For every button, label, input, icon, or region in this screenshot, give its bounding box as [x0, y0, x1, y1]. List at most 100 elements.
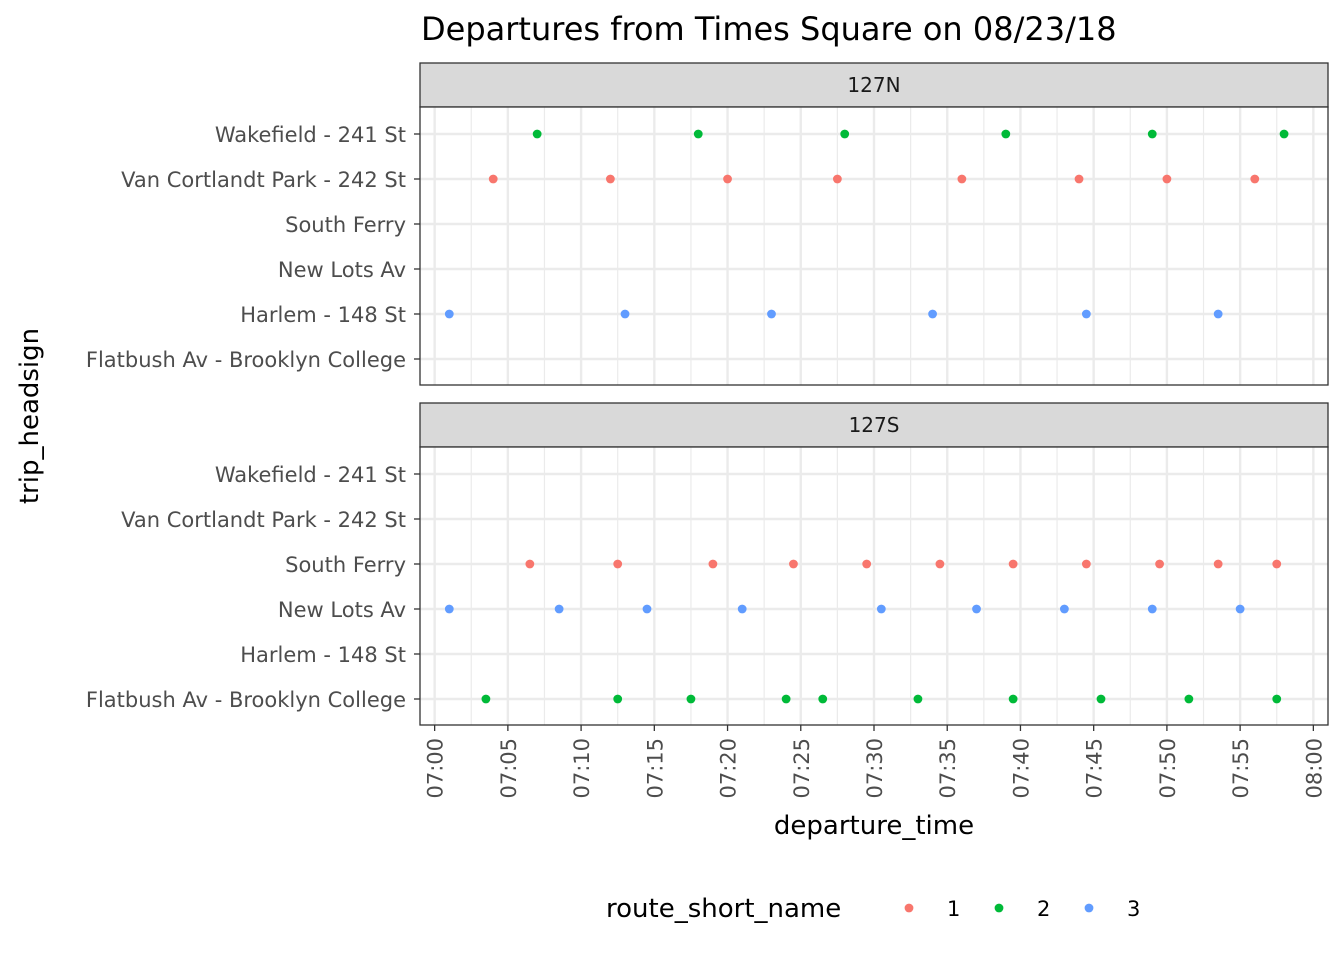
x-tick-label: 07:35	[936, 738, 960, 799]
point-route-1	[862, 559, 872, 569]
legend-key	[904, 903, 914, 913]
point-route-2	[1096, 694, 1106, 704]
point-route-2	[693, 129, 703, 139]
point-route-3	[1235, 604, 1245, 614]
point-route-1	[605, 174, 615, 184]
panels: 127N Wakefield - 241 St Van Cortlandt Park…	[86, 62, 1329, 726]
point-route-1	[789, 559, 798, 569]
point-route-2	[1001, 129, 1011, 139]
y-tick-label: Flatbush Av - Brooklyn College	[86, 688, 406, 712]
x-tick-label: 07:10	[570, 738, 594, 799]
facet-strip-label: 127N	[847, 73, 900, 97]
y-tick-label: Wakefield - 241 St	[215, 123, 406, 147]
legend-key	[994, 903, 1004, 913]
legend-item-2: 2	[994, 897, 1050, 921]
facet-strip	[419, 62, 1329, 108]
x-tick-label: 07:15	[643, 738, 667, 799]
x-tick-label: 07:20	[717, 738, 741, 799]
point-route-2	[1272, 694, 1282, 704]
legend-label: 1	[947, 897, 960, 921]
legend-label: 2	[1037, 897, 1050, 921]
point-route-1	[1155, 559, 1164, 569]
legend-label: 3	[1127, 897, 1140, 921]
point-route-3	[928, 309, 937, 319]
point-route-1	[957, 174, 967, 184]
point-route-3	[767, 309, 776, 319]
point-route-3	[642, 604, 652, 614]
point-route-2	[1279, 129, 1289, 139]
x-tick-label: 07:40	[1009, 738, 1033, 799]
x-axis-title: departure_time	[774, 811, 974, 841]
point-route-1	[1162, 174, 1172, 184]
legend-key	[1084, 903, 1094, 913]
point-route-3	[1059, 604, 1069, 614]
point-route-1	[935, 559, 945, 569]
point-route-3	[876, 604, 886, 614]
point-route-1	[488, 174, 498, 184]
point-route-2	[686, 694, 696, 704]
y-tick-label: Van Cortlandt Park - 242 St	[121, 168, 406, 192]
point-route-3	[1081, 309, 1091, 319]
x-tick-label: 07:05	[497, 738, 521, 799]
point-route-1	[1250, 174, 1260, 184]
legend-items: 1 2 3	[904, 897, 1140, 921]
x-tick-label: 07:30	[863, 738, 887, 799]
point-route-2	[1147, 129, 1157, 139]
chart-title: Departures from Times Square on 08/23/18	[421, 10, 1117, 48]
point-route-2	[613, 694, 623, 704]
point-route-2	[818, 694, 828, 704]
point-route-2	[1184, 694, 1194, 704]
point-route-3	[1147, 604, 1157, 614]
point-route-1	[832, 174, 842, 184]
point-route-1	[1213, 559, 1223, 569]
point-route-2	[913, 694, 923, 704]
x-tick-label: 07:45	[1083, 738, 1107, 799]
point-route-2	[781, 694, 791, 704]
point-route-3	[444, 309, 454, 319]
point-route-1	[1081, 559, 1091, 569]
point-route-1	[613, 559, 623, 569]
y-tick-label: New Lots Av	[278, 258, 406, 282]
point-route-1	[525, 559, 535, 569]
point-route-3	[620, 309, 630, 319]
x-tick-label: 07:55	[1229, 738, 1253, 799]
facet-strip	[419, 402, 1329, 448]
point-route-3	[1213, 309, 1223, 319]
facet-strip-label: 127S	[849, 413, 900, 437]
legend-item-3: 3	[1084, 897, 1140, 921]
y-tick-label: Harlem - 148 St	[240, 643, 406, 667]
point-route-1	[1008, 559, 1018, 569]
x-axis: 07:00 07:05 07:10 07:15 07:20 07:25 07:30 07:35…	[424, 725, 1326, 799]
point-route-3	[554, 604, 564, 614]
x-tick-label: 07:25	[790, 738, 814, 799]
y-axis-title: trip_headsign	[15, 328, 45, 504]
y-tick-label: South Ferry	[285, 553, 406, 577]
point-route-2	[532, 129, 542, 139]
panel-border	[419, 106, 1329, 386]
point-route-3	[444, 604, 454, 614]
legend-title: route_short_name	[606, 894, 841, 924]
x-tick-label: 08:00	[1302, 738, 1326, 799]
point-route-3	[737, 604, 747, 614]
y-tick-label: Van Cortlandt Park - 242 St	[121, 508, 406, 532]
facet-panel-127N: 127N Wakefield - 241 St Van Cortlandt Park…	[86, 62, 1329, 386]
point-route-1	[1272, 559, 1282, 569]
y-tick-label: Flatbush Av - Brooklyn College	[86, 348, 406, 372]
point-route-2	[1008, 694, 1018, 704]
point-route-2	[840, 129, 850, 139]
y-tick-label: Harlem - 148 St	[240, 303, 406, 327]
legend-item-1: 1	[904, 897, 960, 921]
legend: route_short_name 1 2 3	[606, 894, 1140, 924]
y-tick-label: Wakefield - 241 St	[215, 463, 406, 487]
point-route-1	[723, 174, 732, 184]
x-tick-label: 07:50	[1156, 738, 1180, 799]
x-tick-label: 07:00	[424, 738, 448, 799]
point-route-2	[481, 694, 491, 704]
facet-panel-127S: 127S Wakefield - 241 St Van Cortlandt Park…	[86, 402, 1329, 726]
y-tick-label: South Ferry	[285, 213, 406, 237]
y-tick-label: New Lots Av	[278, 598, 406, 622]
point-route-1	[708, 559, 718, 569]
point-route-1	[1074, 174, 1084, 184]
point-route-3	[972, 604, 981, 614]
